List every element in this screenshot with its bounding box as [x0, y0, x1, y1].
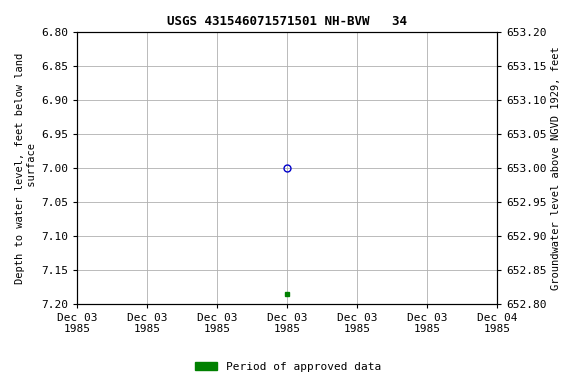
Legend: Period of approved data: Period of approved data	[191, 358, 385, 377]
Y-axis label: Groundwater level above NGVD 1929, feet: Groundwater level above NGVD 1929, feet	[551, 46, 561, 290]
Title: USGS 431546071571501 NH-BVW   34: USGS 431546071571501 NH-BVW 34	[167, 15, 407, 28]
Y-axis label: Depth to water level, feet below land
 surface: Depth to water level, feet below land su…	[15, 52, 37, 283]
